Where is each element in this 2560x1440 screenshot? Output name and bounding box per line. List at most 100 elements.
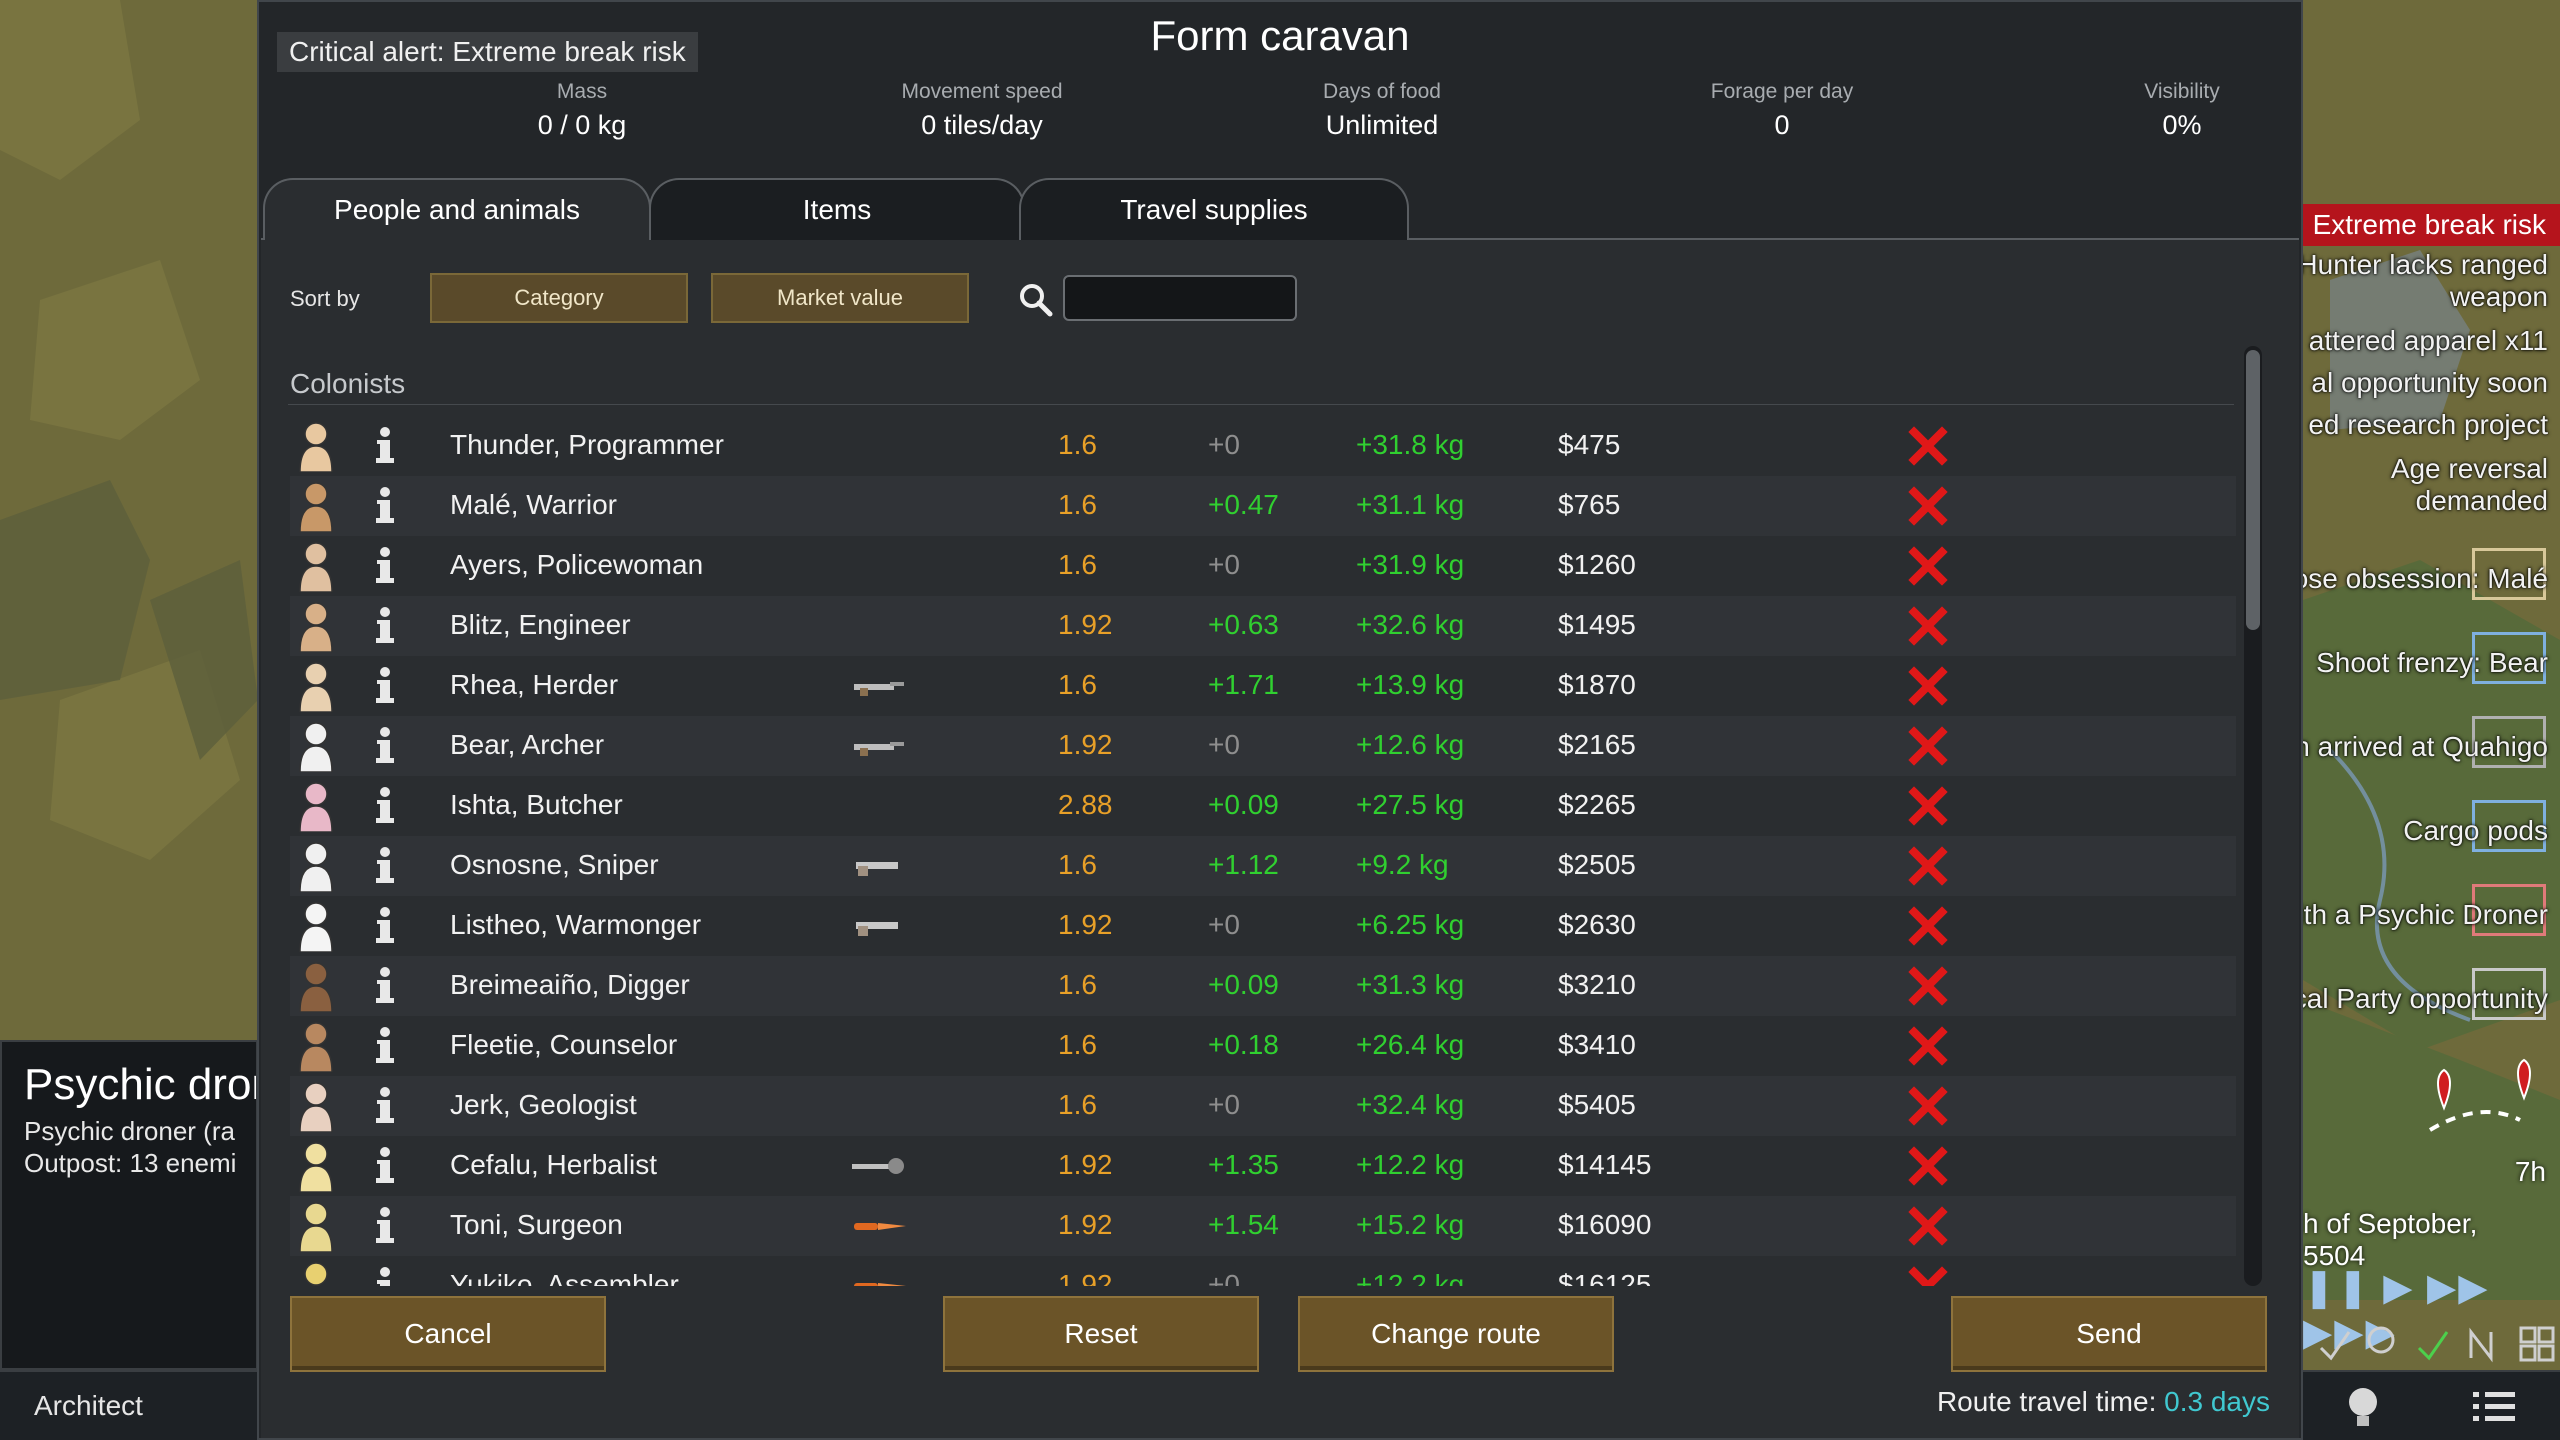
- colonist-row[interactable]: Rhea, Herder 1.6 +1.71 +13.9 kg $1870: [290, 656, 2236, 716]
- info-icon[interactable]: [370, 1086, 400, 1126]
- colonist-row[interactable]: Fleetie, Counselor 1.6 +0.18 +26.4 kg $3410: [290, 1016, 2236, 1076]
- pause-icon[interactable]: ❚❚: [2303, 1267, 2371, 1309]
- fast-forward-icon[interactable]: ▶▶: [2427, 1267, 2490, 1309]
- info-icon[interactable]: [370, 1266, 400, 1286]
- alert-hunter-line2[interactable]: weapon: [2449, 281, 2548, 312]
- alert-research-project[interactable]: ed research project: [2308, 409, 2548, 440]
- alert-ritual-opportunity[interactable]: al opportunity soon: [2311, 367, 2548, 398]
- colonist-row[interactable]: Jerk, Geologist 1.6 +0 +32.4 kg $5405: [290, 1076, 2236, 1136]
- alert-age-reversal-line1[interactable]: Age reversal: [2390, 453, 2548, 484]
- info-icon[interactable]: [370, 546, 400, 586]
- menu-icon[interactable]: [2473, 1388, 2517, 1428]
- info-icon[interactable]: [370, 666, 400, 706]
- colonist-carry-mass: +26.4 kg: [1356, 1029, 1465, 1060]
- info-icon[interactable]: [370, 486, 400, 526]
- colonist-row[interactable]: Ayers, Policewoman 1.6 +0 +31.9 kg $1260: [290, 536, 2236, 596]
- info-icon[interactable]: [370, 1206, 400, 1246]
- alert-hunter-line1[interactable]: Hunter lacks ranged: [2303, 249, 2548, 280]
- section-divider: [288, 404, 2234, 405]
- colonist-row[interactable]: Toni, Surgeon 1.92 +1.54 +15.2 kg $16090: [290, 1196, 2236, 1256]
- tab-people-and-animals[interactable]: People and animals: [263, 178, 651, 240]
- remove-x-icon[interactable]: [1908, 486, 1948, 526]
- colonist-row[interactable]: Breimeaiño, Digger 1.6 +0.09 +31.3 kg $3210: [290, 956, 2236, 1016]
- remove-x-icon[interactable]: [1908, 1146, 1948, 1186]
- send-button[interactable]: Send: [1951, 1296, 2267, 1372]
- colonist-portrait-icon: [299, 902, 333, 952]
- letter-psychic-droner[interactable]: ith a Psychic Droner: [2303, 899, 2548, 930]
- colonist-row[interactable]: Ishta, Butcher 2.88 +0.09 +27.5 kg $2265: [290, 776, 2236, 836]
- cancel-button[interactable]: Cancel: [290, 1296, 606, 1372]
- letter-cargo-pods[interactable]: Cargo pods: [2403, 815, 2548, 846]
- colonist-carry-mass: +12.2 kg: [1356, 1269, 1465, 1286]
- dialog-title: Form caravan: [1150, 12, 1410, 59]
- alert-age-reversal-line2[interactable]: demanded: [2415, 485, 2548, 516]
- info-icon[interactable]: [370, 606, 400, 646]
- colonist-name: Fleetie, Counselor: [450, 1029, 678, 1060]
- colonist-row[interactable]: Malé, Warrior 1.6 +0.47 +31.1 kg $765: [290, 476, 2236, 536]
- remove-x-icon[interactable]: [1908, 1266, 1948, 1286]
- letter-obsession[interactable]: ose obsession: Malé: [2303, 563, 2548, 594]
- colonist-row[interactable]: Bear, Archer 1.92 +0 +12.6 kg $2165: [290, 716, 2236, 776]
- sort-category-button[interactable]: Category: [430, 273, 688, 323]
- play-icon[interactable]: ▶: [2383, 1267, 2415, 1309]
- remove-x-icon[interactable]: [1908, 906, 1948, 946]
- colonist-row[interactable]: Listheo, Warmonger 1.92 +0 +6.25 kg $2630: [290, 896, 2236, 956]
- info-icon[interactable]: [370, 726, 400, 766]
- remove-x-icon[interactable]: [1908, 726, 1948, 766]
- info-icon[interactable]: [370, 1026, 400, 1066]
- letter-icon[interactable]: [2472, 800, 2546, 852]
- letter-arrived[interactable]: h arrived at Quahigo: [2303, 731, 2548, 762]
- alert-extreme-break-risk[interactable]: Extreme break risk: [2303, 204, 2560, 246]
- weapon-rifle-icon: [854, 742, 904, 756]
- tab-travel-supplies[interactable]: Travel supplies: [1019, 178, 1409, 240]
- sort-market-value-button[interactable]: Market value: [711, 273, 969, 323]
- remove-x-icon[interactable]: [1908, 1086, 1948, 1126]
- colonist-row[interactable]: Osnosne, Sniper 1.6 +1.12 +9.2 kg $2505: [290, 836, 2236, 896]
- colonist-row[interactable]: Yukiko, Assembler 1.92 +0 +12.2 kg $16125: [290, 1256, 2236, 1286]
- colonist-carry-mass: +31.8 kg: [1356, 429, 1465, 460]
- info-icon[interactable]: [370, 786, 400, 826]
- colonist-speed-delta: +0: [1208, 729, 1240, 760]
- change-route-button[interactable]: Change route: [1298, 1296, 1614, 1372]
- remove-x-icon[interactable]: [1908, 786, 1948, 826]
- info-icon[interactable]: [370, 1146, 400, 1186]
- colonist-row[interactable]: Blitz, Engineer 1.92 +0.63 +32.6 kg $1495: [290, 596, 2236, 656]
- remove-x-icon[interactable]: [1908, 426, 1948, 466]
- tab-items[interactable]: Items: [649, 178, 1025, 240]
- search-input[interactable]: [1063, 275, 1297, 321]
- letter-party-opportunity[interactable]: cal Party opportunity: [2303, 983, 2548, 1014]
- letter-icon[interactable]: [2472, 548, 2546, 600]
- colonist-list: Thunder, Programmer 1.6 +0 +31.8 kg $475 Malé…: [290, 416, 2236, 1286]
- info-icon[interactable]: [370, 426, 400, 466]
- info-icon[interactable]: [370, 966, 400, 1006]
- stat-forage-per-day: Forage per day 0: [1632, 80, 1932, 141]
- info-icon[interactable]: [370, 846, 400, 886]
- remove-x-icon[interactable]: [1908, 606, 1948, 646]
- letter-shoot-frenzy[interactable]: Shoot frenzy: Bear: [2316, 647, 2548, 678]
- letter-icon[interactable]: [2472, 716, 2546, 768]
- list-scrollbar-thumb[interactable]: [2246, 350, 2260, 630]
- remove-x-icon[interactable]: [1908, 966, 1948, 1006]
- alert-tattered-apparel[interactable]: attered apparel x11: [2308, 325, 2548, 356]
- map-marker-icon[interactable]: [2437, 1058, 2531, 1111]
- remove-x-icon[interactable]: [1908, 666, 1948, 706]
- letter-icon[interactable]: [2472, 968, 2546, 1020]
- remove-x-icon[interactable]: [1908, 546, 1948, 586]
- colonist-portrait-icon: [304, 1262, 328, 1286]
- remove-x-icon[interactable]: [1908, 846, 1948, 886]
- colonist-row[interactable]: Thunder, Programmer 1.6 +0 +31.8 kg $475: [290, 416, 2236, 476]
- play-settings-toolbar[interactable]: [2311, 1318, 2560, 1364]
- date-readout: h of Septober, 5504: [2303, 1208, 2478, 1271]
- remove-x-icon[interactable]: [1908, 1026, 1948, 1066]
- remove-x-icon[interactable]: [1908, 1206, 1948, 1246]
- colonist-speed-delta: +0.18: [1208, 1029, 1279, 1060]
- letter-icon[interactable]: [2472, 884, 2546, 936]
- info-icon[interactable]: [370, 906, 400, 946]
- stat-mass: Mass 0 / 0 kg: [432, 80, 732, 141]
- colonist-portrait-icon: [299, 1082, 333, 1132]
- architect-tab[interactable]: Architect: [0, 1370, 258, 1440]
- letter-icon[interactable]: [2472, 632, 2546, 684]
- colonist-row[interactable]: Cefalu, Herbalist 1.92 +1.35 +12.2 kg $14145: [290, 1136, 2236, 1196]
- lightbulb-icon[interactable]: [2343, 1384, 2383, 1430]
- reset-button[interactable]: Reset: [943, 1296, 1259, 1372]
